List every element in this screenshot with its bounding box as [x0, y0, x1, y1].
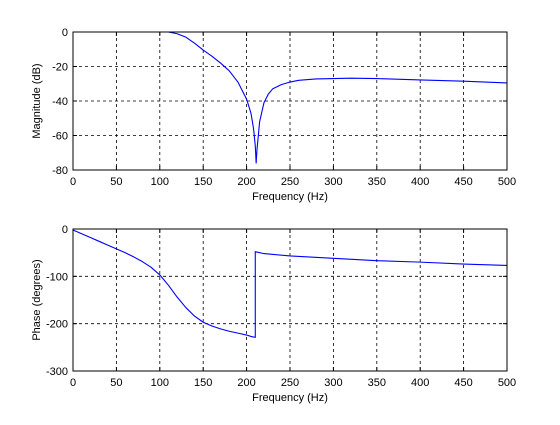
- magnitude-x-tick-label: 50: [110, 176, 122, 188]
- phase-x-tick-label: 50: [110, 377, 122, 389]
- magnitude-y-tick-label: -40: [52, 96, 68, 108]
- phase-plot: 0 50 100 150 200 250 300 350 400 450 500 0 -100 -200 -…: [31, 224, 516, 404]
- magnitude-plot: 0 50 100 150 200 250 300 350 400 450 500 0 -20 -40 -60…: [31, 27, 516, 203]
- magnitude-x-tick-label: 200: [237, 176, 255, 188]
- magnitude-y-axis-label: Magnitude (dB): [31, 63, 43, 138]
- magnitude-x-axis-label: Frequency (Hz): [252, 191, 328, 203]
- magnitude-y-tick-label: 0: [62, 27, 68, 39]
- phase-y-axis-label: Phase (degrees): [31, 259, 43, 340]
- magnitude-x-tick-label: 450: [454, 176, 472, 188]
- phase-x-tick-label: 250: [281, 377, 299, 389]
- phase-x-tick-label: 450: [454, 377, 472, 389]
- phase-plot-area: [73, 229, 507, 371]
- phase-y-tick-label: -200: [46, 319, 68, 331]
- phase-x-tick-label: 400: [411, 377, 429, 389]
- phase-y-tick-label: 0: [62, 224, 68, 236]
- phase-x-tick-label: 500: [498, 377, 516, 389]
- phase-x-tick-label: 300: [324, 377, 342, 389]
- magnitude-x-tick-label: 350: [368, 176, 386, 188]
- magnitude-x-tick-label: 300: [324, 176, 342, 188]
- phase-x-tick-label: 200: [237, 377, 255, 389]
- magnitude-y-tick-label: -20: [52, 62, 68, 74]
- phase-x-axis-label: Frequency (Hz): [252, 392, 328, 404]
- magnitude-x-tick-label: 400: [411, 176, 429, 188]
- magnitude-x-tick-label: 0: [70, 176, 76, 188]
- phase-x-tick-label: 100: [151, 377, 169, 389]
- magnitude-x-tick-label: 150: [194, 176, 212, 188]
- magnitude-series-line: [73, 31, 508, 164]
- phase-y-tick-label: -300: [46, 366, 68, 378]
- magnitude-x-tick-label: 250: [281, 176, 299, 188]
- magnitude-y-tick-label: -80: [52, 165, 68, 177]
- phase-y-tick-label: -100: [46, 271, 68, 283]
- magnitude-y-tick-label: -60: [52, 131, 68, 143]
- magnitude-x-tick-label: 100: [151, 176, 169, 188]
- phase-x-tick-label: 150: [194, 377, 212, 389]
- magnitude-x-tick-label: 500: [498, 176, 516, 188]
- phase-x-tick-label: 0: [70, 377, 76, 389]
- phase-x-tick-label: 350: [368, 377, 386, 389]
- phase-series-line: [72, 229, 508, 338]
